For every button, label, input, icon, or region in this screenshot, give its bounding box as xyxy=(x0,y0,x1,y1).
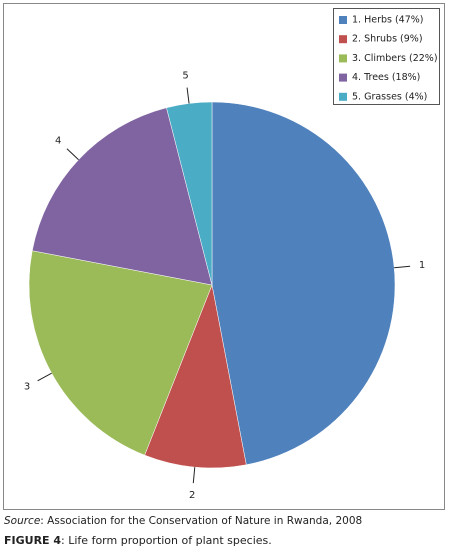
slice-label: 3 xyxy=(24,382,30,393)
legend-swatch xyxy=(339,73,347,82)
legend-label: 3. Climbers (22%) xyxy=(352,53,438,64)
source-text: : Association for the Conservation of Na… xyxy=(40,515,363,527)
legend-swatch xyxy=(339,16,347,24)
leader-line xyxy=(66,148,79,161)
leader-line xyxy=(37,372,52,382)
leader-line xyxy=(192,467,196,484)
legend-label: 5. Grasses (4%) xyxy=(352,91,427,102)
pie-slice xyxy=(166,101,213,286)
figure-caption: FIGURE 4: Life form proportion of plant … xyxy=(4,534,272,547)
chart: 1 2 3 4 5 1. Herbs (47%) 2. Shrubs (9%) 3. Clim… xyxy=(3,3,445,510)
source-caption: Source: Association for the Conservation… xyxy=(4,515,362,527)
legend-swatch xyxy=(339,54,347,63)
leader-line xyxy=(186,87,190,104)
figure-text: : Life form proportion of plant species. xyxy=(61,534,272,547)
legend-swatch xyxy=(339,92,347,101)
legend-label: 2. Shrubs (9%) xyxy=(352,34,423,45)
slice-label: 2 xyxy=(189,490,195,501)
slice-label: 5 xyxy=(182,71,188,82)
slice-label: 4 xyxy=(55,136,61,147)
slice-label: 1 xyxy=(419,260,425,271)
legend-swatch xyxy=(339,35,347,44)
source-label: Source xyxy=(4,515,41,527)
figure-label: FIGURE 4 xyxy=(4,534,62,547)
pie-slice xyxy=(28,250,213,456)
legend-label: 4. Trees (18%) xyxy=(352,72,420,83)
legend-box xyxy=(333,8,440,105)
legend-label: 1. Herbs (47%) xyxy=(352,15,424,26)
leader-line xyxy=(394,265,411,269)
pie-slice xyxy=(31,107,213,286)
